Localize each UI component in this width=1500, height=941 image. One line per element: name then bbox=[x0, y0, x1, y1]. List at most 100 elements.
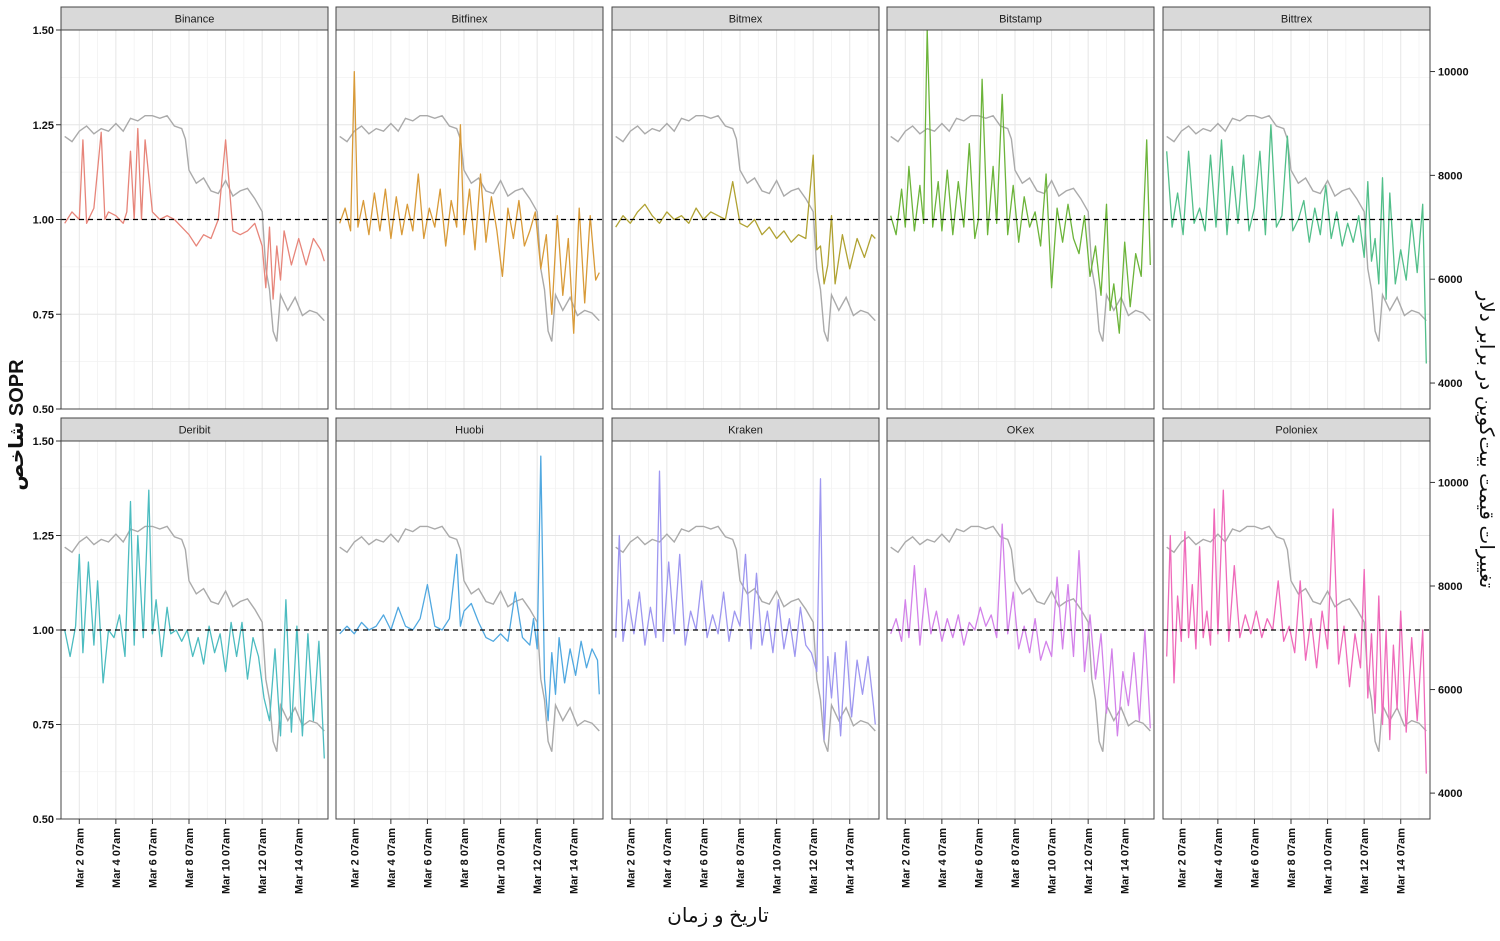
x-tick-label: Mar 12 07am bbox=[1359, 828, 1371, 894]
panel-bittrex: Bittrex bbox=[1162, 6, 1431, 410]
panel-binance: Binance bbox=[60, 6, 329, 410]
x-tick-label: Mar 14 07am bbox=[569, 828, 581, 894]
x-tick-label: Mar 2 07am bbox=[1176, 828, 1188, 888]
y-tick-label-right: 6000 bbox=[1438, 685, 1462, 697]
x-tick-label: Mar 14 07am bbox=[1120, 828, 1132, 894]
sopr-line-bitfinex bbox=[339, 71, 600, 334]
y-tick-label-left: 1.25 bbox=[33, 531, 54, 543]
x-tick-label: Mar 4 07am bbox=[1213, 828, 1225, 888]
y-tick-label-left: 1.50 bbox=[33, 25, 54, 37]
x-tick-label: Mar 6 07am bbox=[422, 828, 434, 888]
y-tick-label-left: 0.50 bbox=[33, 404, 54, 416]
y-tick-label-left: 1.00 bbox=[33, 215, 54, 227]
sopr-line-binance bbox=[64, 127, 325, 300]
sopr-line-poloniex bbox=[1166, 489, 1427, 774]
x-tick-label: Mar 2 07am bbox=[74, 828, 86, 888]
x-tick-label: Mar 14 07am bbox=[1396, 828, 1408, 894]
y-tick-label-right: 10000 bbox=[1438, 67, 1469, 79]
x-tick-label: Mar 2 07am bbox=[900, 828, 912, 888]
panel-poloniex: Poloniex bbox=[1162, 417, 1431, 820]
x-axis-title: تاریخ و زمان bbox=[667, 905, 769, 927]
x-tick-label: Mar 8 07am bbox=[1286, 828, 1298, 888]
panel-bitmex: Bitmex bbox=[611, 6, 880, 410]
price-line bbox=[890, 114, 1151, 342]
facet-strip bbox=[335, 417, 604, 442]
facet-label: Bitstamp bbox=[999, 14, 1042, 26]
panel-okex: OKex bbox=[886, 417, 1155, 820]
x-tick-label: Mar 10 07am bbox=[772, 828, 784, 894]
x-tick-label: Mar 6 07am bbox=[973, 828, 985, 888]
sopr-line-huobi bbox=[339, 455, 600, 722]
x-tick-label: Mar 6 07am bbox=[698, 828, 710, 888]
sopr-line-bitmex bbox=[615, 154, 876, 285]
y-tick-label-right: 4000 bbox=[1438, 788, 1462, 800]
price-line bbox=[615, 525, 876, 752]
x-tick-label: Mar 4 07am bbox=[937, 828, 949, 888]
price-line bbox=[890, 525, 1151, 752]
price-line bbox=[339, 114, 600, 342]
x-tick-label: Mar 4 07am bbox=[386, 828, 398, 888]
panel-kraken: Kraken bbox=[611, 417, 880, 820]
price-line bbox=[64, 114, 325, 342]
x-tick-label: Mar 14 07am bbox=[845, 828, 857, 894]
y-tick-label-right: 6000 bbox=[1438, 274, 1462, 286]
panel-bitstamp: Bitstamp bbox=[886, 6, 1155, 410]
x-tick-label: Mar 8 07am bbox=[184, 828, 196, 888]
y-tick-label-right: 8000 bbox=[1438, 581, 1462, 593]
x-tick-label: Mar 6 07am bbox=[1249, 828, 1261, 888]
facet-label: Poloniex bbox=[1275, 425, 1318, 437]
facet-strip bbox=[60, 6, 329, 31]
x-tick-label: Mar 12 07am bbox=[257, 828, 269, 894]
x-tick-label: Mar 12 07am bbox=[1083, 828, 1095, 894]
x-tick-label: Mar 10 07am bbox=[1323, 828, 1335, 894]
price-line bbox=[1166, 114, 1427, 342]
facet-strip bbox=[611, 417, 880, 442]
facet-strip bbox=[1162, 6, 1431, 31]
y-tick-label-right: 4000 bbox=[1438, 378, 1462, 390]
facet-label: Huobi bbox=[455, 425, 484, 437]
facet-strip bbox=[60, 417, 329, 442]
price-line bbox=[1166, 525, 1427, 752]
y-tick-label-right: 8000 bbox=[1438, 170, 1462, 182]
y-axis-title-right: تغییرات قیمت بیت‌کوین در برابر دلار bbox=[1475, 291, 1497, 588]
x-tick-label: Mar 10 07am bbox=[1047, 828, 1059, 894]
y-tick-label-right: 10000 bbox=[1438, 477, 1469, 489]
x-tick-label: Mar 12 07am bbox=[808, 828, 820, 894]
sopr-line-bittrex bbox=[1166, 124, 1427, 364]
facet-strip bbox=[886, 417, 1155, 442]
x-tick-label: Mar 8 07am bbox=[735, 828, 747, 888]
x-tick-label: Mar 8 07am bbox=[459, 828, 471, 888]
x-tick-label: Mar 12 07am bbox=[532, 828, 544, 894]
y-axis-title-left: شاخص SOPR bbox=[6, 359, 28, 491]
x-tick-label: Mar 14 07am bbox=[294, 828, 306, 894]
facet-strip bbox=[1162, 417, 1431, 442]
panel-bitfinex: Bitfinex bbox=[335, 6, 604, 410]
x-tick-label: Mar 4 07am bbox=[662, 828, 674, 888]
facet-label: Bitmex bbox=[729, 14, 763, 26]
x-tick-label: Mar 6 07am bbox=[147, 828, 159, 888]
facet-label: OKex bbox=[1007, 425, 1035, 437]
price-line bbox=[615, 114, 876, 342]
y-tick-label-left: 0.75 bbox=[33, 720, 54, 732]
y-tick-label-left: 1.00 bbox=[33, 625, 54, 637]
facet-label: Bitfinex bbox=[451, 14, 488, 26]
y-tick-label-left: 1.50 bbox=[33, 436, 54, 448]
facet-strip bbox=[335, 6, 604, 31]
y-tick-label-left: 0.75 bbox=[33, 309, 54, 321]
facet-label: Binance bbox=[175, 14, 215, 26]
price-line bbox=[64, 525, 325, 752]
price-line bbox=[339, 525, 600, 752]
sopr-line-bitstamp bbox=[890, 29, 1151, 334]
x-tick-label: Mar 8 07am bbox=[1010, 828, 1022, 888]
x-tick-label: Mar 4 07am bbox=[111, 828, 123, 888]
sopr-line-okex bbox=[890, 523, 1151, 737]
facet-strip bbox=[886, 6, 1155, 31]
x-tick-label: Mar 10 07am bbox=[496, 828, 508, 894]
sopr-line-kraken bbox=[615, 470, 876, 741]
x-tick-label: Mar 10 07am bbox=[221, 828, 233, 894]
x-tick-label: Mar 2 07am bbox=[349, 828, 361, 888]
facet-label: Kraken bbox=[728, 425, 763, 437]
x-tick-label: Mar 2 07am bbox=[625, 828, 637, 888]
